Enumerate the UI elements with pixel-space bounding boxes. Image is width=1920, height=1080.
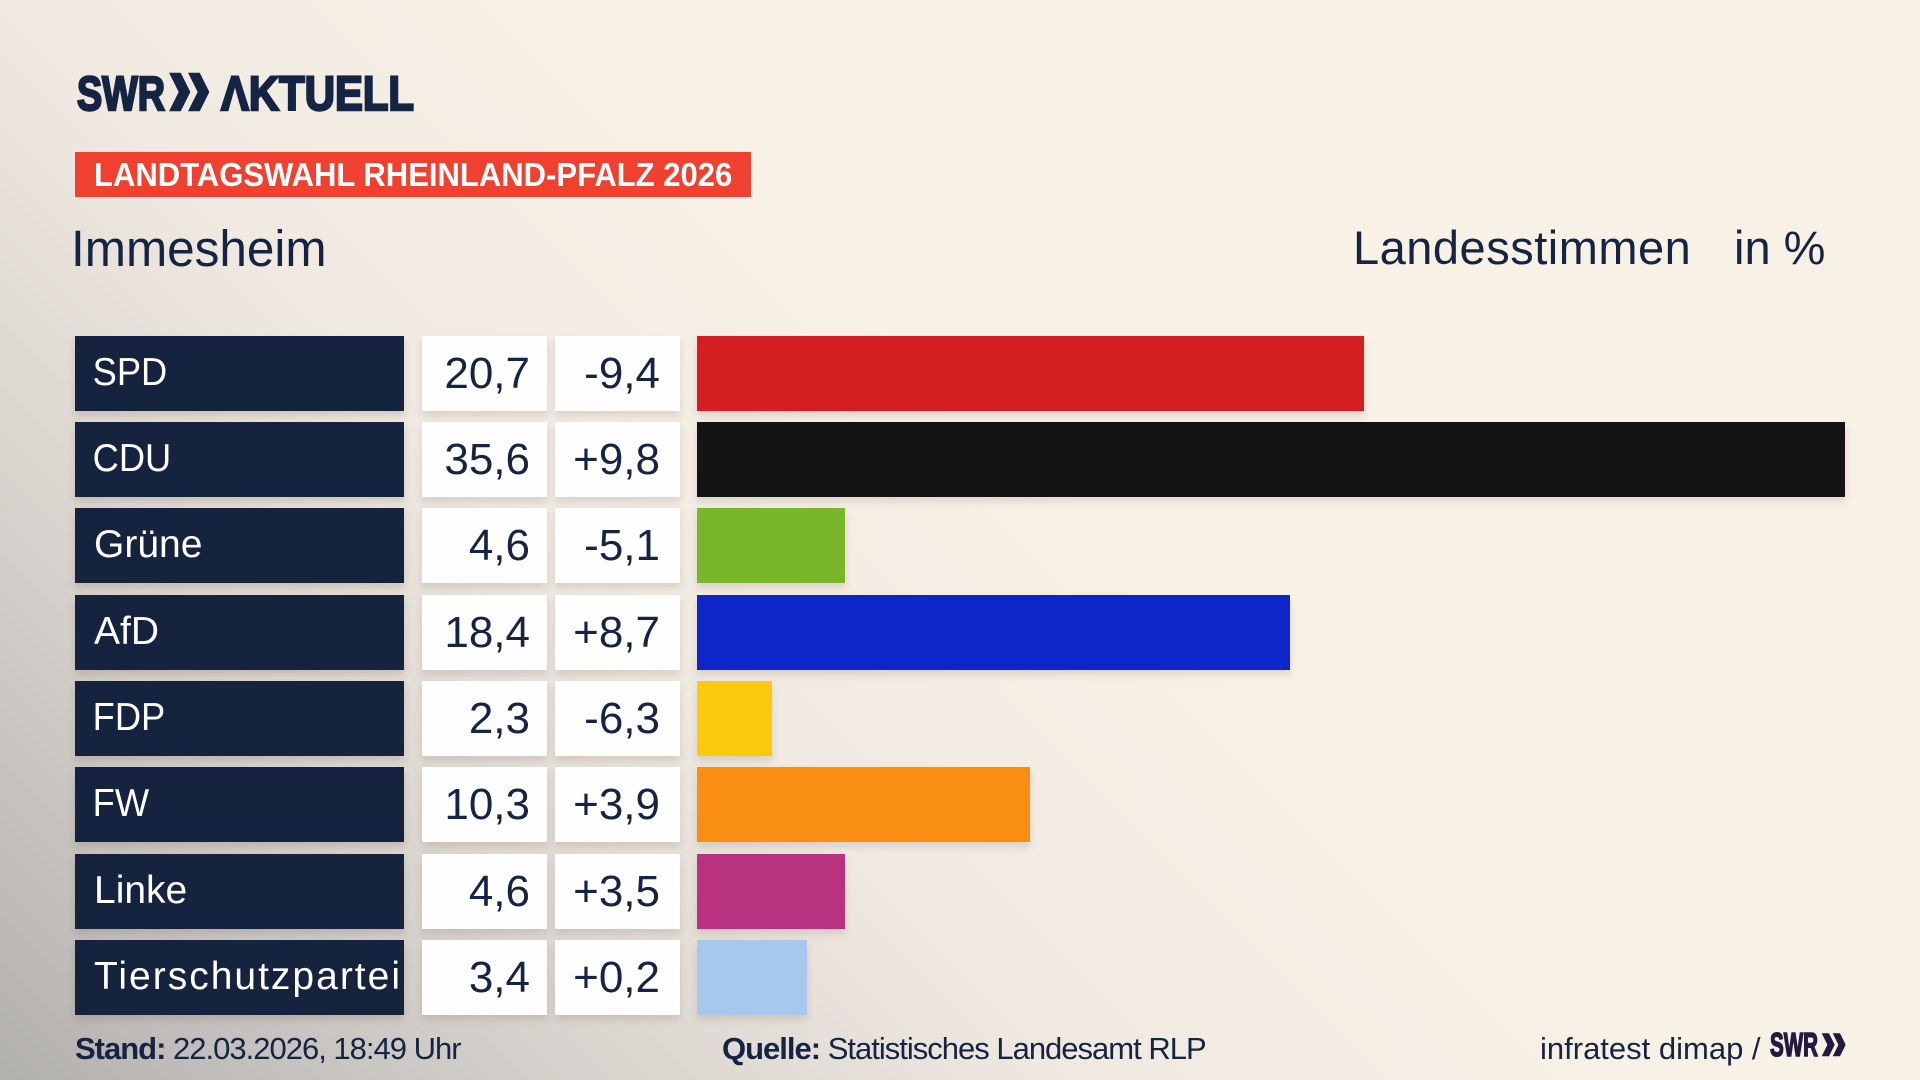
- svg-text:ΛKTUELL: ΛKTUELL: [221, 68, 414, 121]
- svg-text:SWR: SWR: [1770, 1028, 1818, 1062]
- svg-text:SWR: SWR: [77, 68, 165, 121]
